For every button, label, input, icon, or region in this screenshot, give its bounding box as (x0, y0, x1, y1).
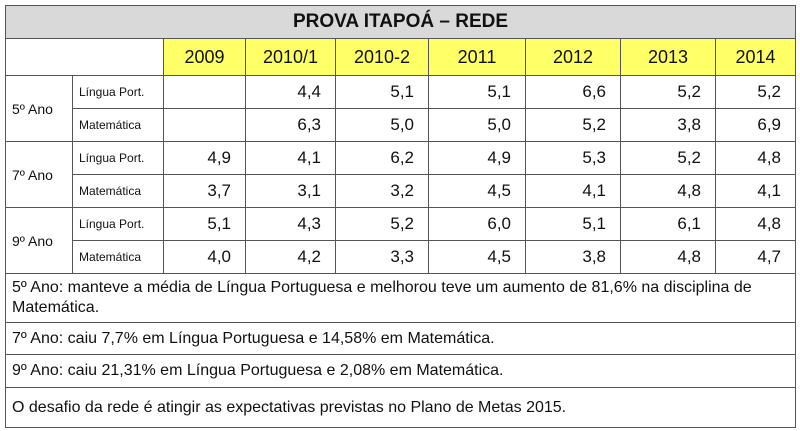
score-cell: 4,3 (245, 207, 336, 241)
data-row: 7º Ano Língua Port. 4,9 4,1 6,2 4,9 5,3 5,2 4,8 (5, 141, 797, 208)
title-row: PROVA ITAPOÁ – REDE (4, 5, 797, 39)
results-table: PROVA ITAPOÁ – REDE 2009 2010/1 2010-2 2011… (4, 5, 797, 428)
score-cell: 4,9 (163, 141, 246, 175)
score-cell (163, 108, 246, 142)
score-cell: 6,2 (335, 141, 429, 175)
score-cell: 6,0 (428, 207, 526, 241)
grade-label: 9º Ano (5, 207, 73, 274)
score-cell: 5,0 (428, 108, 526, 142)
data-row: Matemática 6,3 5,0 5,0 5,2 3,8 6,9 (6, 108, 797, 142)
grade-label: 7º Ano (5, 141, 73, 208)
year-header: 2014 (714, 38, 797, 76)
score-cell: 5,0 (335, 108, 429, 142)
score-cell: 3,3 (335, 240, 429, 274)
table-body: PROVA ITAPOÁ – REDE 2009 2010/1 2010-2 2011… (4, 5, 797, 428)
subject-label: Língua Port. (72, 75, 164, 109)
score-cell: 5,1 (163, 207, 246, 241)
score-cell: 4,8 (620, 174, 716, 208)
data-row: 9º Ano Língua Port. 5,1 4,3 5,2 6,0 5,1 6,1 4,8 (5, 207, 797, 274)
score-cell: 3,2 (335, 174, 429, 208)
note: O desafio da rede é atingir as expectati… (4, 387, 797, 428)
score-cell: 4,5 (428, 174, 526, 208)
note-row: 5º Ano: manteve a média de Língua Portug… (4, 273, 797, 323)
score-cell: 4,8 (714, 207, 797, 241)
score-cell: 5,1 (335, 75, 429, 109)
score-cell: 4,8 (620, 240, 716, 274)
subject-label: Matemática (72, 240, 164, 274)
score-cell: 4,1 (714, 174, 797, 208)
table-title: PROVA ITAPOÁ – REDE (4, 5, 797, 39)
subject-label: Matemática (72, 174, 164, 208)
note-row: 9º Ano: caiu 21,31% em Língua Portuguesa… (4, 354, 797, 388)
year-header: 2009 (163, 38, 246, 76)
year-header: 2013 (620, 38, 716, 76)
score-cell: 5,2 (525, 108, 621, 142)
score-cell: 6,1 (620, 207, 716, 241)
score-cell (163, 75, 246, 109)
score-cell: 5,3 (525, 141, 621, 175)
score-cell: 4,9 (428, 141, 526, 175)
score-cell: 5,2 (620, 75, 716, 109)
data-row: Matemática 3,7 3,1 3,2 4,5 4,1 4,8 4,1 (6, 174, 797, 208)
score-cell: 4,8 (714, 141, 797, 175)
note: 5º Ano: manteve a média de Língua Portug… (4, 273, 797, 323)
score-cell: 5,1 (525, 207, 621, 241)
score-cell: 4,4 (245, 75, 336, 109)
corner-cell (5, 38, 164, 76)
header-row: 2009 2010/1 2010-2 2011 2012 2013 2014 (5, 38, 797, 76)
grade-label: 5º Ano (5, 75, 73, 142)
note-row: 7º Ano: caiu 7,7% em Língua Portuguesa e… (4, 322, 797, 355)
score-cell: 5,2 (714, 75, 797, 109)
data-row: Matemática 4,0 4,2 3,3 4,5 3,8 4,8 4,7 (6, 240, 797, 274)
data-row: 5º Ano Língua Port. 4,4 5,1 5,1 6,6 5,2 5,2 (5, 75, 797, 142)
score-cell: 6,6 (525, 75, 621, 109)
score-cell: 3,8 (525, 240, 621, 274)
note-row: O desafio da rede é atingir as expectati… (4, 387, 797, 428)
score-cell: 4,0 (163, 240, 246, 274)
subject-label: Língua Port. (72, 141, 164, 175)
score-cell: 4,5 (428, 240, 526, 274)
score-cell: 4,1 (245, 141, 336, 175)
score-cell: 4,7 (714, 240, 797, 274)
score-cell: 4,2 (245, 240, 336, 274)
note: 9º Ano: caiu 21,31% em Língua Portuguesa… (4, 354, 797, 388)
year-header: 2011 (428, 38, 526, 76)
note: 7º Ano: caiu 7,7% em Língua Portuguesa e… (4, 322, 797, 355)
score-cell: 5,2 (620, 141, 716, 175)
score-cell: 3,1 (245, 174, 336, 208)
subject-label: Língua Port. (72, 207, 164, 241)
score-cell: 6,3 (245, 108, 336, 142)
score-cell: 6,9 (714, 108, 797, 142)
score-cell: 3,7 (163, 174, 246, 208)
subject-label: Matemática (72, 108, 164, 142)
score-cell: 3,8 (620, 108, 716, 142)
score-cell: 5,2 (335, 207, 429, 241)
year-header: 2010/1 (245, 38, 336, 76)
year-header: 2012 (525, 38, 621, 76)
year-header: 2010-2 (335, 38, 429, 76)
score-cell: 5,1 (428, 75, 526, 109)
score-cell: 4,1 (525, 174, 621, 208)
